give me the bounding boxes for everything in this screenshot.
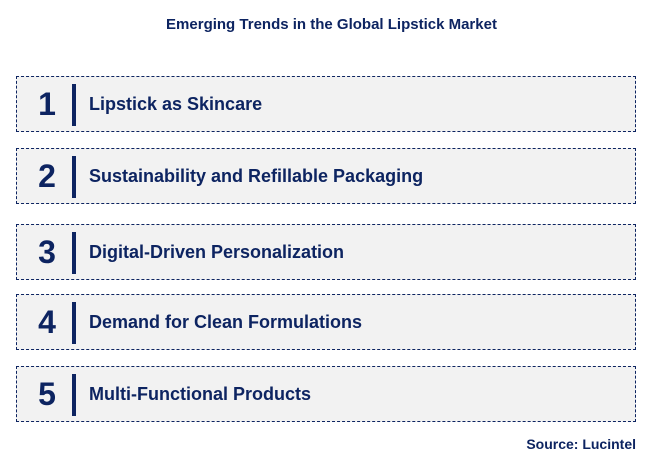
divider bbox=[72, 156, 76, 198]
divider bbox=[72, 84, 76, 126]
source-note: Source: Lucintel bbox=[526, 436, 636, 452]
trend-number: 3 bbox=[38, 234, 56, 270]
trend-item: 5 Multi-Functional Products bbox=[16, 366, 636, 422]
trend-number: 5 bbox=[38, 376, 56, 412]
trend-item: 2 Sustainability and Refillable Packagin… bbox=[16, 148, 636, 204]
trend-label: Multi-Functional Products bbox=[89, 384, 311, 404]
trend-item: 3 Digital-Driven Personalization bbox=[16, 224, 636, 280]
diagram-title: Emerging Trends in the Global Lipstick M… bbox=[166, 16, 497, 33]
trend-label: Lipstick as Skincare bbox=[89, 94, 263, 114]
trend-number: 4 bbox=[38, 304, 56, 340]
divider bbox=[72, 302, 76, 344]
trend-number: 2 bbox=[38, 158, 56, 194]
trend-label: Demand for Clean Formulations bbox=[89, 312, 363, 332]
trend-item: 4 Demand for Clean Formulations bbox=[16, 294, 636, 350]
divider bbox=[72, 232, 76, 274]
trend-number: 1 bbox=[38, 86, 56, 122]
trend-label: Sustainability and Refillable Packaging bbox=[89, 166, 424, 186]
trend-label: Digital-Driven Personalization bbox=[89, 242, 345, 262]
trend-item: 1 Lipstick as Skincare bbox=[16, 76, 636, 132]
divider bbox=[72, 374, 76, 416]
